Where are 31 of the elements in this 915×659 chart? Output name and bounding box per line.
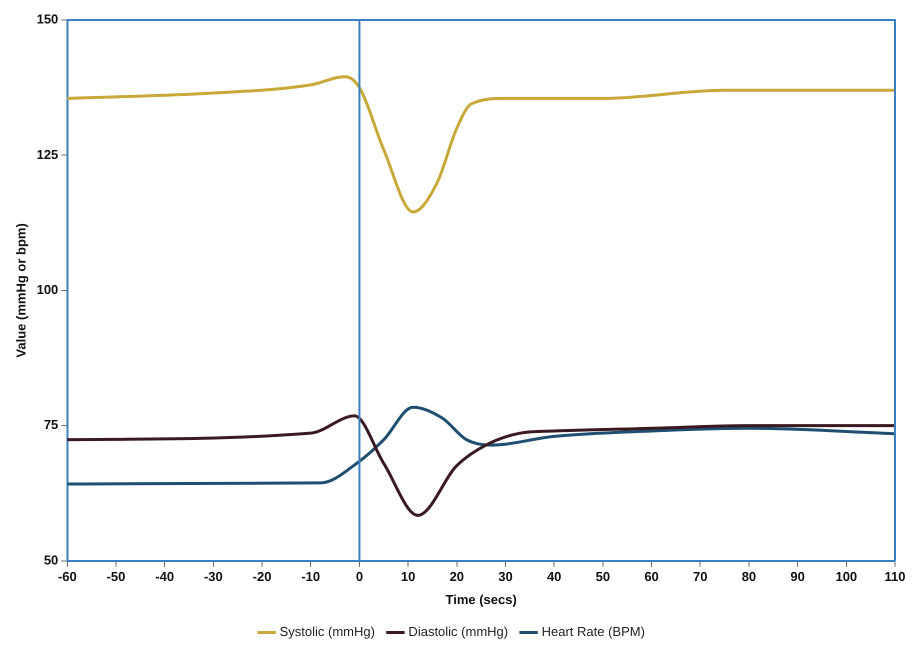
x-tick-label: 20	[450, 569, 464, 584]
x-tick-label: 30	[498, 569, 513, 584]
y-tick-label: 100	[36, 282, 58, 297]
x-tick-label: 110	[884, 569, 906, 584]
x-tick-label: -10	[301, 569, 320, 584]
x-tick-label: 40	[546, 569, 562, 584]
y-axis-title: Value (mmHg or bpm)	[13, 223, 28, 358]
line-series	[67, 75, 895, 214]
x-tick-label: 70	[693, 569, 708, 584]
x-tick-label: 10	[400, 569, 416, 584]
x-tick-label: -60	[58, 569, 77, 584]
x-tick-label: -50	[106, 569, 126, 584]
x-tick-label: -40	[155, 569, 174, 584]
x-tick-label: 0	[356, 569, 364, 584]
x-tick-label: 60	[644, 569, 659, 584]
line-series	[67, 406, 895, 486]
line-series	[67, 414, 895, 517]
x-tick-label: 100	[835, 569, 858, 584]
y-tick-label: 50	[44, 552, 58, 568]
legend-label: Heart Rate (BPM)	[542, 624, 645, 640]
x-tick-label: 50	[596, 569, 610, 584]
x-tick-label: 80	[742, 569, 756, 584]
legend-label: Diastolic (mmHg)	[408, 624, 508, 640]
x-axis-title: Time (secs)	[445, 592, 517, 607]
y-tick-label: 125	[36, 146, 58, 162]
x-tick-label: 90	[790, 569, 805, 584]
y-tick-label: 75	[44, 417, 58, 432]
x-tick-label: -20	[252, 569, 272, 584]
legend-label: Systolic (mmHg)	[280, 624, 375, 640]
x-tick-label: -30	[204, 569, 223, 584]
y-tick-label: 150	[36, 12, 58, 27]
